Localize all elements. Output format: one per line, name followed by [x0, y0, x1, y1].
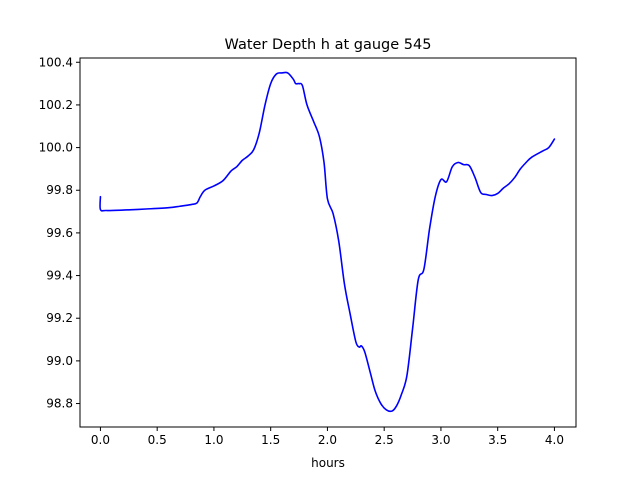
series-line-0 — [99, 71, 556, 413]
x-axis-ticks: 0.0 0.5 1.0 1.5 2.0 2.5 3.0 3.5 4.0 — [91, 427, 564, 447]
x-tick-label: 2.0 — [318, 433, 337, 447]
x-tick-label: 0.5 — [148, 433, 167, 447]
x-tick-label: 0.0 — [91, 433, 110, 447]
x-tick-label: 3.5 — [488, 433, 507, 447]
x-tick-label: 2.5 — [375, 433, 394, 447]
plot-frame — [79, 57, 577, 428]
y-tick-label: 100.2 — [39, 98, 73, 112]
y-tick-label: 98.8 — [46, 397, 73, 411]
y-tick-label: 99.8 — [46, 183, 73, 197]
y-tick-label: 100.0 — [39, 141, 73, 155]
x-tick-label: 1.0 — [204, 433, 223, 447]
x-tick-label: 4.0 — [545, 433, 564, 447]
y-tick-label: 100.4 — [39, 55, 73, 69]
y-tick-label: 99.6 — [46, 226, 73, 240]
x-axis-label: hours — [311, 456, 345, 470]
chart-title: Water Depth h at gauge 545 — [225, 37, 432, 53]
y-tick-label: 99.4 — [46, 269, 73, 283]
y-tick-label: 99.0 — [46, 354, 73, 368]
x-tick-label: 1.5 — [261, 433, 280, 447]
x-tick-label: 3.0 — [431, 433, 450, 447]
y-tick-label: 99.2 — [46, 311, 73, 325]
series-layer — [99, 71, 556, 413]
y-axis-ticks: 98.8 99.0 99.2 99.4 99.6 99.8 100.0 100.2 100.4 — [39, 55, 80, 411]
